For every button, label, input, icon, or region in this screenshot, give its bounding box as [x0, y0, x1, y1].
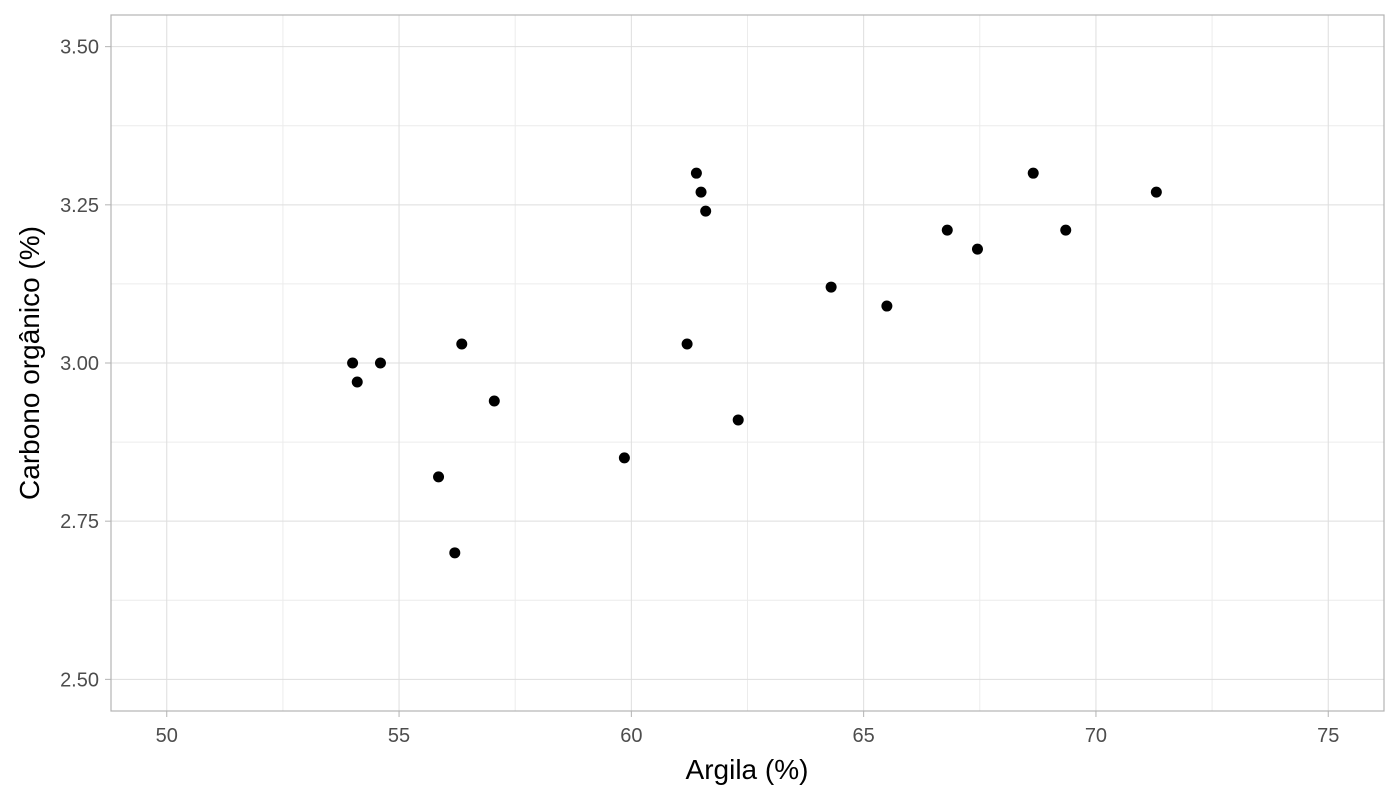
- data-point: [732, 414, 744, 426]
- data-point: [456, 338, 468, 350]
- data-points: [347, 167, 1162, 559]
- data-point: [618, 452, 630, 464]
- y-axis-ticks: 2.50 2.75 3.00 3.25 3.50: [60, 37, 111, 691]
- data-point: [695, 186, 707, 198]
- data-point: [971, 243, 983, 255]
- data-point: [347, 357, 359, 369]
- y-tick-label: 2.75: [60, 511, 99, 533]
- data-point: [433, 471, 445, 483]
- data-point: [374, 357, 386, 369]
- x-tick-label: 65: [853, 725, 875, 747]
- data-point: [488, 395, 500, 407]
- data-point: [1150, 186, 1162, 198]
- x-tick-label: 55: [388, 725, 410, 747]
- y-tick-label: 3.50: [60, 37, 99, 59]
- data-point: [449, 547, 461, 559]
- major-gridlines: [111, 15, 1384, 711]
- y-tick-label: 3.25: [60, 195, 99, 217]
- data-point: [1027, 167, 1039, 179]
- x-axis-title: Argila (%): [686, 754, 809, 785]
- y-tick-label: 2.50: [60, 669, 99, 691]
- x-tick-label: 70: [1085, 725, 1107, 747]
- y-axis-title: Carbono orgânico (%): [14, 226, 45, 500]
- x-tick-label: 60: [620, 725, 642, 747]
- x-axis-ticks: 50 55 60 65 70 75: [156, 711, 1339, 747]
- data-point: [351, 376, 363, 388]
- data-point: [700, 205, 712, 217]
- data-point: [941, 224, 953, 236]
- x-tick-label: 75: [1317, 725, 1339, 747]
- data-point: [1060, 224, 1072, 236]
- data-point: [690, 167, 702, 179]
- data-point: [681, 338, 693, 350]
- x-tick-label: 50: [156, 725, 178, 747]
- y-tick-label: 3.00: [60, 353, 99, 375]
- data-point: [881, 300, 893, 312]
- data-point: [825, 281, 837, 293]
